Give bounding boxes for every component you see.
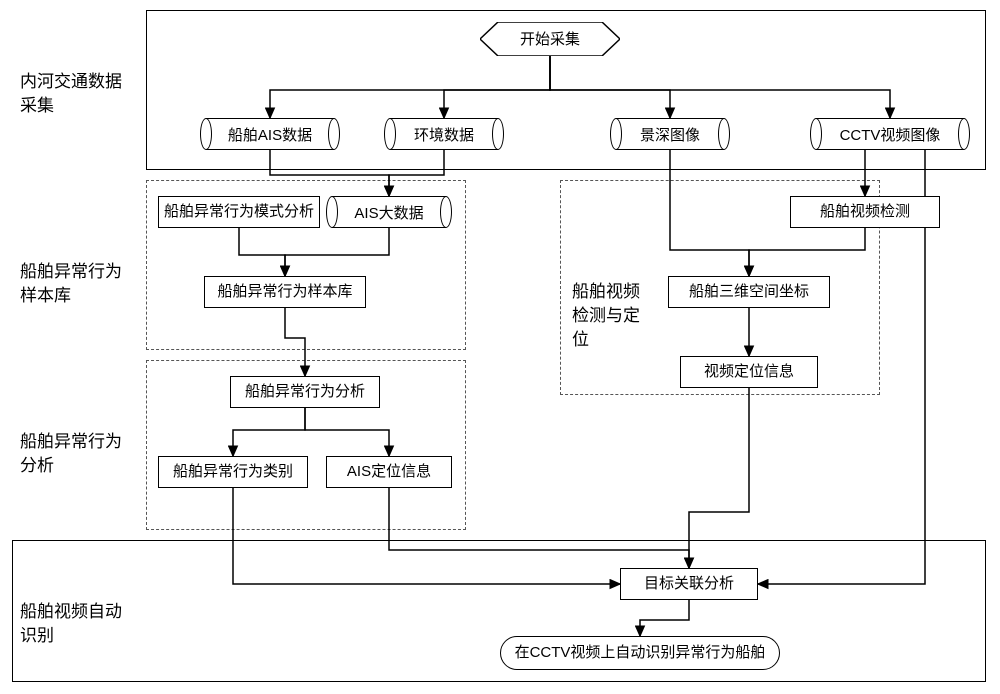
label-line: 分析 (20, 456, 54, 475)
box-label: 船舶异常行为分析 (245, 383, 365, 401)
box-video-location: 视频定位信息 (680, 356, 818, 388)
box-final-result: 在CCTV视频上自动识别异常行为船舶 (500, 636, 780, 670)
box-label: 船舶异常行为样本库 (217, 283, 352, 301)
cylinder-ais-bigdata: AIS大数据 (326, 196, 452, 228)
label-line: 识别 (20, 626, 54, 645)
label-data-collection: 内河交通数据 采集 (20, 70, 140, 118)
box-label: 视频定位信息 (704, 363, 794, 381)
label-video-detect-locate: 船舶视频 检测与定位 (572, 280, 652, 351)
group-video-auto-recognition (12, 540, 986, 682)
cylinder-env-data: 环境数据 (384, 118, 504, 150)
cylinder-label: 环境数据 (414, 124, 474, 145)
box-label: 船舶异常行为模式分析 (164, 203, 314, 221)
label-behavior-analysis: 船舶异常行为 分析 (20, 430, 140, 478)
cylinder-label: 船舶AIS数据 (228, 124, 312, 145)
box-target-association: 目标关联分析 (620, 568, 758, 600)
cylinder-ais-data: 船舶AIS数据 (200, 118, 340, 150)
box-label: 目标关联分析 (644, 575, 734, 593)
box-label: AIS定位信息 (347, 463, 431, 481)
box-label: 船舶视频检测 (820, 203, 910, 221)
label-line: 检测与定位 (572, 306, 640, 349)
label-video-auto-recognition: 船舶视频自动 识别 (20, 600, 140, 648)
diagram-canvas: 内河交通数据 采集 船舶异常行为 样本库 船舶异常行为 分析 船舶视频 检测与定… (0, 0, 1000, 694)
label-line: 采集 (20, 96, 54, 115)
cylinder-label: 景深图像 (640, 124, 700, 145)
box-label: 在CCTV视频上自动识别异常行为船舶 (515, 644, 766, 662)
label-sample-library: 船舶异常行为 样本库 (20, 260, 140, 308)
cylinder-label: AIS大数据 (354, 202, 423, 223)
box-behavior-analysis: 船舶异常行为分析 (230, 376, 380, 408)
label-line: 内河交通数据 (20, 72, 122, 91)
label-line: 船舶异常行为 (20, 262, 122, 281)
start-node: 开始采集 (480, 29, 620, 50)
box-sample-library: 船舶异常行为样本库 (204, 276, 366, 308)
box-behavior-category: 船舶异常行为类别 (158, 456, 308, 488)
label-line: 船舶异常行为 (20, 432, 122, 451)
box-3d-coords: 船舶三维空间坐标 (668, 276, 830, 308)
start-label: 开始采集 (520, 31, 580, 48)
box-label: 船舶异常行为类别 (173, 463, 293, 481)
box-pattern-analysis: 船舶异常行为模式分析 (158, 196, 320, 228)
label-line: 船舶视频 (572, 282, 640, 301)
box-video-detect: 船舶视频检测 (790, 196, 940, 228)
label-line: 船舶视频自动 (20, 602, 122, 621)
cylinder-cctv-video: CCTV视频图像 (810, 118, 970, 150)
box-ais-location: AIS定位信息 (326, 456, 452, 488)
cylinder-label: CCTV视频图像 (840, 124, 941, 145)
label-line: 样本库 (20, 286, 71, 305)
box-label: 船舶三维空间坐标 (689, 283, 809, 301)
cylinder-depth-image: 景深图像 (610, 118, 730, 150)
